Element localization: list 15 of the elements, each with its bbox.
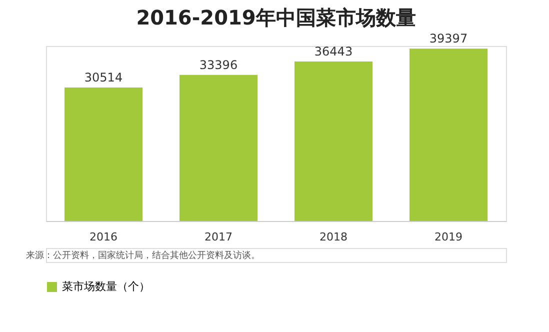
- bar: [180, 74, 258, 221]
- bar: [64, 88, 142, 221]
- x-tick-label: 2019: [434, 230, 462, 244]
- data-label: 39397: [429, 32, 468, 46]
- chart-title: 2016-2019年中国菜市场数量: [136, 6, 416, 30]
- legend-label: 菜市场数量（个）: [62, 280, 150, 293]
- data-label: 33396: [199, 58, 238, 72]
- bar: [410, 48, 488, 221]
- bar: [294, 62, 372, 221]
- x-tick-label: 2018: [320, 230, 348, 244]
- x-tick-label: 2017: [204, 230, 232, 244]
- data-label: 30514: [84, 70, 123, 84]
- source-note: 来源：公开资料，国家统计局，结合其他公开资料及访谈。: [26, 250, 260, 261]
- data-label: 36443: [314, 44, 353, 59]
- x-tick-label: 2016: [90, 230, 118, 244]
